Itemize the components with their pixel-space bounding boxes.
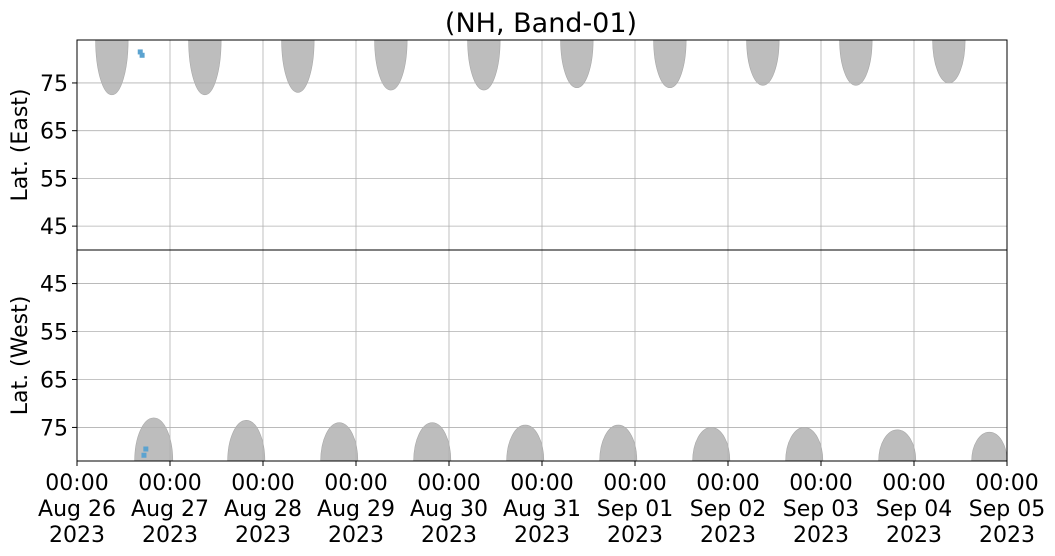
coverage-swath	[839, 39, 873, 86]
x-tick-year: 2023	[142, 523, 198, 548]
labels-layer: 45 55 65 75 Lat. (East) 75 65 55 45 Lat. (West) 00…	[8, 72, 1045, 548]
x-tick-time: 00:00	[696, 471, 759, 496]
y-tick-label: 65	[40, 120, 68, 145]
coverage-swath	[560, 39, 594, 88]
x-tick-time: 00:00	[975, 471, 1038, 496]
x-tick-time: 00:00	[324, 471, 387, 496]
x-tick-date: Aug 28	[224, 497, 302, 522]
coverage-swath	[506, 424, 545, 462]
coverage-swath	[653, 39, 687, 88]
coverage-swath	[320, 422, 359, 462]
detection-point	[141, 452, 147, 458]
x-tick-date: Aug 30	[410, 497, 488, 522]
detection-point	[139, 52, 145, 58]
x-tick-year: 2023	[886, 523, 942, 548]
y-tick-label: 75	[40, 416, 68, 441]
coverage-swath	[134, 417, 174, 462]
x-tick-year: 2023	[607, 523, 663, 548]
y-tick-label: 45	[40, 273, 68, 298]
x-tick-time: 00:00	[789, 471, 852, 496]
y-tick-label: 75	[40, 72, 68, 97]
coverage-swath	[971, 432, 1008, 462]
coverage-swath	[413, 422, 452, 462]
coverage-swath	[785, 427, 824, 462]
x-tick-date: Aug 26	[38, 497, 116, 522]
detection-point	[143, 446, 149, 452]
y-tick-label: 45	[40, 215, 68, 240]
coverage-swath	[188, 39, 222, 96]
x-tick-time: 00:00	[882, 471, 945, 496]
coverage-swath	[692, 427, 731, 462]
x-tick-date: Sep 02	[690, 497, 766, 522]
x-tick-year: 2023	[700, 523, 756, 548]
coverage-swath	[599, 424, 638, 462]
x-tick-date: Sep 03	[783, 497, 859, 522]
x-tick-time: 00:00	[138, 471, 201, 496]
coverage-swath	[281, 39, 315, 93]
x-tick-date: Sep 01	[597, 497, 673, 522]
coverage-swath	[746, 39, 780, 86]
coverage-swath	[95, 39, 129, 96]
y-axis-label: Lat. (East)	[8, 89, 33, 202]
detections-layer	[137, 49, 149, 458]
y-tick-label: 55	[40, 167, 68, 192]
y-axis-label: Lat. (West)	[8, 296, 33, 416]
x-tick-time: 00:00	[417, 471, 480, 496]
x-tick-time: 00:00	[603, 471, 666, 496]
coverage-swath	[932, 39, 966, 84]
x-tick-year: 2023	[49, 523, 105, 548]
detection-point	[137, 49, 143, 55]
x-tick-date: Aug 27	[131, 497, 209, 522]
x-tick-time: 00:00	[45, 471, 108, 496]
coverage-swath	[878, 429, 917, 462]
coverage-swath	[374, 39, 408, 91]
x-tick-year: 2023	[793, 523, 849, 548]
grid-layer	[76, 40, 1008, 461]
x-tick-time: 00:00	[510, 471, 573, 496]
coverage-layer	[95, 39, 1008, 462]
y-tick-label: 65	[40, 368, 68, 393]
x-tick-year: 2023	[421, 523, 477, 548]
x-tick-year: 2023	[514, 523, 570, 548]
x-tick-year: 2023	[979, 523, 1035, 548]
x-tick-date: Aug 29	[317, 497, 395, 522]
x-tick-date: Sep 04	[876, 497, 952, 522]
y-tick-label: 55	[40, 321, 68, 346]
coverage-swath	[227, 420, 266, 462]
x-tick-date: Aug 31	[503, 497, 581, 522]
x-tick-date: Sep 05	[969, 497, 1045, 522]
x-tick-year: 2023	[328, 523, 384, 548]
coverage-swath	[467, 39, 501, 91]
chart-title: (NH, Band-01)	[445, 8, 637, 39]
x-tick-year: 2023	[235, 523, 291, 548]
axes-layer	[72, 39, 1008, 466]
x-tick-time: 00:00	[231, 471, 294, 496]
